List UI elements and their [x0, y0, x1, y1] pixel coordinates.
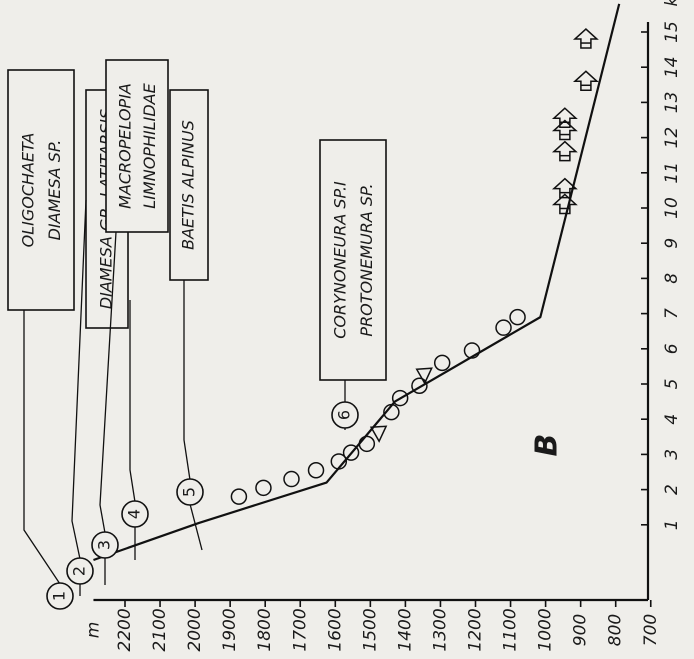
number-label: 2: [70, 566, 89, 576]
profile-line: [93, 3, 621, 562]
arrow-marker: [551, 177, 578, 199]
number-label: 1: [50, 591, 69, 601]
altitude-tick-label: 1400: [395, 608, 415, 651]
km-tick-label: 12: [662, 127, 682, 149]
arrow-marker: [572, 70, 599, 92]
annotation-4: 4: [121, 300, 149, 560]
triangle-marker: [369, 425, 388, 443]
altitude-tick-label: 1100: [501, 608, 521, 651]
number-circle: [331, 401, 359, 429]
km-tick-label: 6: [662, 343, 682, 354]
altitude-tick-label: 1000: [536, 608, 556, 651]
annotation-text: PROTONEMURA SP.: [357, 183, 376, 336]
altitude-tick-label: 1300: [430, 608, 450, 651]
arrow-marker: [572, 28, 599, 49]
axes: [93, 22, 652, 607]
annotation-text: CORYNONEURA SP.I: [331, 181, 350, 339]
number-circle: [66, 557, 94, 585]
circle-marker: [495, 319, 512, 336]
number-circle: [91, 531, 119, 559]
circle-marker: [463, 342, 481, 359]
circle-marker: [342, 444, 360, 461]
altitude-tick-label: 1800: [255, 608, 275, 651]
number-label: 5: [180, 487, 199, 497]
arrow-marker: [551, 140, 578, 162]
altitude-tick-label: 2000: [185, 608, 205, 651]
triangle-marker: [415, 367, 433, 385]
km-unit-label: km: [662, 0, 682, 6]
altitude-tick-label: 1700: [290, 608, 310, 651]
km-tick-label: 9: [662, 238, 682, 249]
km-tick-label: 13: [662, 92, 682, 114]
altitude-tick-label: 2100: [150, 608, 170, 651]
circle-marker: [509, 308, 526, 326]
markers-group: [230, 28, 599, 505]
km-tick-label: 2: [662, 484, 682, 495]
circle-marker: [283, 470, 300, 488]
panel-label: B: [530, 434, 565, 457]
altitude-unit-label: m: [83, 622, 103, 639]
altitude-tick-label: 1600: [325, 608, 345, 651]
km-tick-label: 7: [662, 308, 682, 319]
circle-marker: [383, 403, 400, 421]
altitude-tick-label: 900: [571, 614, 591, 646]
annotation-text: LIMNOPHILIDAE: [140, 82, 159, 208]
arrow-marker: [551, 193, 578, 215]
annotation-text: MACROPELOPIA: [115, 83, 134, 209]
leader-line: [23, 310, 61, 585]
km-tick-label: 1: [662, 519, 682, 530]
number-circle: [121, 500, 149, 528]
circle-marker: [358, 435, 376, 453]
altitude-tick-label: 2200: [115, 608, 135, 651]
circle-marker: [433, 354, 451, 372]
altitude-tick-label: 1500: [360, 608, 380, 651]
km-tick-label: 10: [662, 197, 682, 219]
annotation-box: [7, 69, 75, 311]
annotation-text: OLIGOCHAETA: [19, 133, 38, 248]
annotation-text: DIAMESA SP.: [45, 140, 64, 241]
km-tick-label: 8: [662, 273, 682, 284]
annotation-1: OLIGOCHAETA DIAMESA SP. 1: [7, 69, 75, 610]
km-tick-label: 3: [662, 449, 682, 460]
circle-marker: [411, 377, 428, 395]
altitude-tick-label: 700: [641, 614, 661, 646]
circle-marker: [391, 389, 409, 407]
circle-marker: [307, 461, 325, 479]
km-tick-label: 11: [662, 162, 682, 184]
annotation-box: [169, 89, 209, 281]
annotation-5: BAETIS ALPINUS 5: [169, 89, 209, 551]
altitude-tick-label: 800: [606, 614, 626, 646]
arrow-marker: [551, 107, 578, 128]
number-label: 3: [95, 540, 114, 550]
arrow-marker: [551, 119, 578, 141]
leader-pointer: [189, 503, 203, 551]
number-circle: [46, 582, 74, 610]
leader-line: [71, 199, 87, 560]
annotation-box: [105, 59, 169, 233]
circle-marker: [230, 488, 248, 505]
km-tick-label: 14: [662, 56, 682, 78]
leader-line: [129, 300, 136, 503]
number-label: 4: [125, 509, 144, 519]
km-tick-label: 5: [662, 379, 682, 390]
labels-group: 123456789101112131415km22002100200019001…: [83, 0, 682, 652]
circle-marker: [330, 453, 348, 470]
altitude-tick-label: 1900: [220, 608, 240, 651]
number-label: 6: [335, 410, 354, 420]
annotation-6: CORYNONEURA SP.I PROTONEMURA SP. 6: [319, 139, 387, 430]
annotation-text: BAETIS ALPINUS: [179, 120, 198, 250]
annotation-3: MACROPELOPIA LIMNOPHILIDAE 3: [91, 59, 169, 585]
km-tick-label: 15: [662, 21, 682, 43]
leader-line: [99, 231, 117, 534]
annotation-box: [319, 139, 387, 381]
profile-group: [93, 3, 621, 562]
altitude-tick-label: 1200: [466, 608, 486, 651]
km-tick-label: 4: [662, 414, 682, 425]
number-circle: [176, 478, 204, 506]
circle-marker: [255, 479, 272, 497]
leader-line: [183, 280, 191, 481]
